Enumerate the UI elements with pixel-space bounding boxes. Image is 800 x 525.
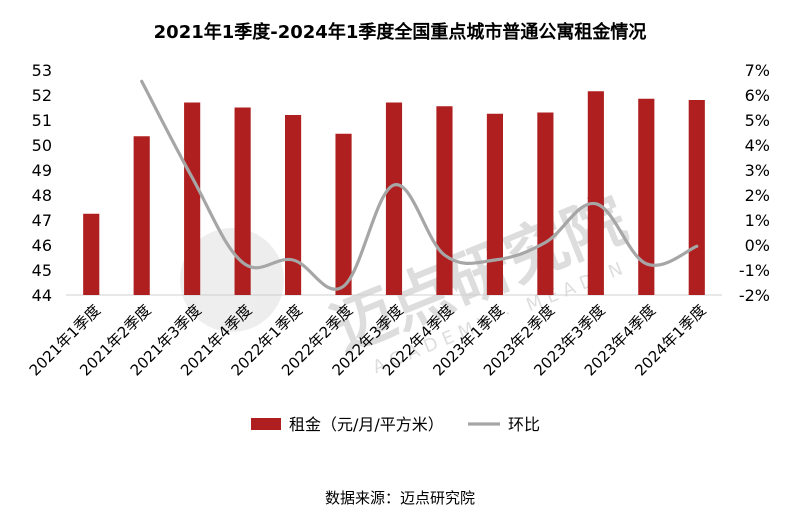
rent-bar (436, 106, 452, 295)
rent-bar (537, 113, 553, 296)
rent-bar (83, 214, 99, 295)
y-left-tick-label: 45 (32, 261, 52, 280)
rent-bar (386, 103, 402, 296)
y-left-tick-label: 46 (32, 236, 52, 255)
y-left-tick-label: 51 (32, 111, 52, 130)
y-left-tick-label: 47 (32, 211, 52, 230)
rent-bar (588, 91, 604, 295)
rent-bar (184, 103, 200, 296)
legend-swatch-bar (251, 418, 281, 430)
legend-label-line: 环比 (508, 415, 540, 434)
y-right-tick-label: 6% (745, 86, 770, 105)
chart-title: 2021年1季度-2024年1季度全国重点城市普通公寓租金情况 (154, 21, 647, 43)
y-left-tick-label: 52 (32, 86, 52, 105)
y-left-tick-label: 49 (32, 161, 52, 180)
rent-bar (134, 136, 150, 295)
y-right-tick-label: 4% (745, 136, 770, 155)
rent-bar (335, 134, 351, 295)
y-left-tick-label: 48 (32, 186, 52, 205)
y-right-tick-label: 1% (745, 211, 770, 230)
y-right-tick-label: 2% (745, 186, 770, 205)
y-right-tick-label: -2% (739, 286, 770, 305)
y-left-tick-label: 50 (32, 136, 52, 155)
y-right-tick-label: 3% (745, 161, 770, 180)
y-right-tick-label: 0% (745, 236, 770, 255)
y-left-tick-label: 44 (32, 286, 52, 305)
legend: 租金（元/月/平方米） 环比 (251, 415, 540, 434)
legend-label-bar: 租金（元/月/平方米） (289, 415, 444, 434)
y-right-tick-label: 7% (745, 61, 770, 80)
rent-bar (487, 114, 503, 295)
rent-bar (689, 100, 705, 295)
y-right-tick-label: -1% (739, 261, 770, 280)
y-left-tick-label: 53 (32, 61, 52, 80)
rent-bar (285, 115, 301, 295)
y-right-tick-label: 5% (745, 111, 770, 130)
source-note: 数据来源：迈点研究院 (325, 489, 475, 507)
